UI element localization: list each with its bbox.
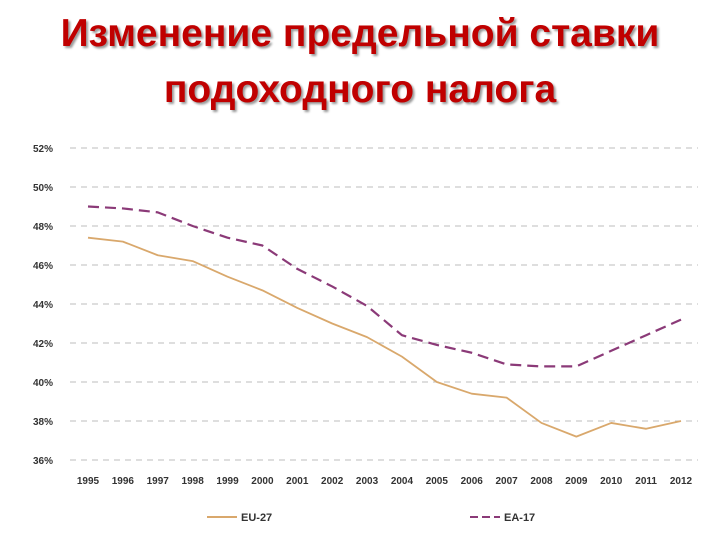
x-tick-label: 1996	[112, 476, 135, 487]
legend: EU-27 EA-17	[207, 512, 535, 524]
x-tick-label: 1998	[182, 476, 205, 487]
y-tick-label: 46%	[33, 261, 53, 272]
x-tick-label: 2002	[321, 476, 344, 487]
x-tick-label: 2004	[391, 476, 414, 487]
x-tick-label: 2009	[565, 476, 588, 487]
y-tick-label: 38%	[33, 417, 53, 428]
series-line-ea-17	[87, 205, 682, 368]
y-tick-label: 40%	[33, 378, 53, 389]
title-line-2: подоходного налога	[163, 68, 557, 111]
x-tick-label: 2011	[635, 476, 657, 487]
y-axis-ticks: 36% 38% 40% 42% 44% 46% 48% 50% 52%	[33, 144, 53, 467]
y-tick-label: 50%	[33, 183, 53, 194]
legend-label: EU-27	[241, 512, 272, 524]
y-tick-label: 42%	[33, 339, 53, 350]
x-tick-label: 2007	[495, 476, 518, 487]
x-tick-label: 1997	[147, 476, 170, 487]
y-tick-label: 48%	[33, 222, 53, 233]
series-lines	[87, 205, 682, 438]
x-tick-label: 2006	[461, 476, 484, 487]
y-tick-label: 44%	[33, 300, 53, 311]
y-tick-label: 52%	[33, 144, 53, 155]
series-line-eu-27	[87, 236, 682, 438]
x-axis-ticks: 1995 1996 1997 1998 1999 2000 2001 2002 2003 2004…	[77, 476, 693, 487]
x-tick-label: 1999	[216, 476, 239, 487]
x-tick-label: 2012	[670, 476, 693, 487]
gridlines	[70, 147, 698, 461]
legend-label: EA-17	[504, 512, 535, 524]
x-tick-label: 2001	[286, 476, 309, 487]
x-tick-label: 2000	[251, 476, 274, 487]
x-tick-label: 2005	[426, 476, 449, 487]
y-tick-label: 36%	[33, 456, 53, 467]
x-tick-label: 1995	[77, 476, 100, 487]
title-line-1: Изменение предельной ставки	[60, 12, 660, 55]
chart-title: Изменение предельной ставки подоходного …	[0, 6, 720, 118]
x-tick-label: 2010	[600, 476, 623, 487]
x-tick-label: 2008	[530, 476, 553, 487]
x-tick-label: 2003	[356, 476, 379, 487]
